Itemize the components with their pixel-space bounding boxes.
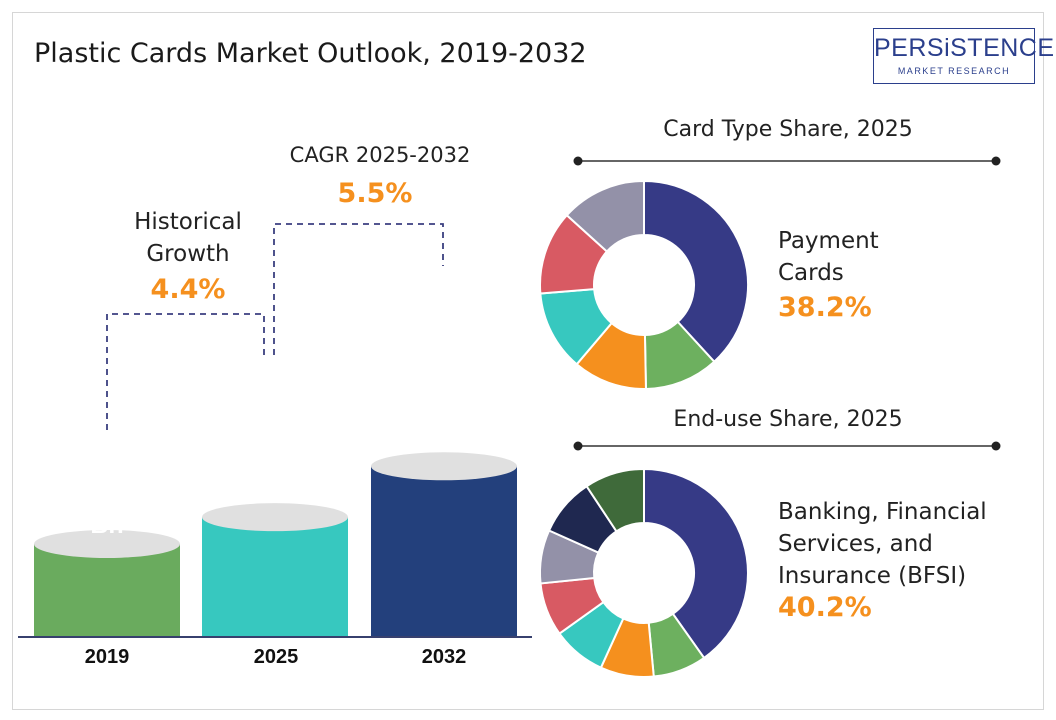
bfsi-line1: Banking, Financial (778, 499, 987, 525)
bar-value-2032-line2: Bn (427, 342, 461, 370)
card-type-title: Card Type Share, 2025 (663, 117, 913, 142)
donut1-slice-0 (643, 179, 749, 364)
card-type-donut (539, 179, 749, 391)
bar-value-2019-line2: Bn (90, 511, 124, 539)
donut2-slice-7 (585, 467, 645, 533)
cagr-label: CAGR 2025-2032 (289, 143, 471, 167)
payment-cards-label: Payment Cards (778, 225, 879, 289)
bfsi-line3: Insurance (BFSI) (778, 563, 967, 589)
logo-tagline: MARKET RESEARCH (897, 66, 1011, 76)
historical-growth-label: Historical Growth (108, 206, 268, 270)
bfsi-value: 40.2% (778, 592, 872, 623)
end-use-divider-dot-left (573, 441, 583, 451)
chart-title: Plastic Cards Market Outlook, 2019-2032 (34, 38, 587, 69)
historical-growth-connector (106, 313, 265, 430)
bar-value-2032-line1: US$ 23.8 (391, 310, 497, 338)
end-use-divider-dot-right (991, 441, 1001, 451)
payment-cards-line1: Payment (778, 228, 879, 254)
x-tick-2032: 2032 (421, 646, 467, 668)
chart-frame (12, 12, 1044, 710)
bar-value-2025-line1: US$ 16.4 (223, 401, 329, 429)
bar-2025 (202, 517, 348, 636)
payment-cards-value: 38.2% (778, 292, 872, 323)
x-tick-2019: 2019 (84, 646, 130, 668)
cagr-connector (273, 223, 444, 355)
card-type-divider-dot-left (573, 156, 583, 166)
end-use-title: End-use Share, 2025 (673, 407, 903, 432)
bar-2019 (34, 544, 180, 636)
bar-value-label-2032: US$ 23.8 Bn (371, 308, 517, 372)
bar-group (34, 452, 517, 636)
logo-wordmark: PERSiSTENCE (874, 34, 1055, 62)
card-type-divider-dot-right (991, 156, 1001, 166)
bar-value-label-2019: US$ 12.5 Bn (34, 477, 180, 541)
historical-label-line1: Historical (134, 209, 242, 235)
historical-growth-value: 4.4% (150, 274, 226, 305)
donut1-slice-5 (565, 179, 645, 253)
bar-top-2019 (34, 530, 180, 558)
cagr-value: 5.5% (337, 178, 413, 209)
bfsi-line2: Services, and (778, 531, 933, 557)
historical-label-line2: Growth (146, 241, 230, 267)
brand-logo: PERSiSTENCE MARKET RESEARCH (873, 28, 1055, 84)
x-tick-2025: 2025 (253, 646, 299, 668)
bfsi-label: Banking, Financial Services, and Insuran… (778, 496, 987, 592)
bar-value-2025-line2: Bn (259, 433, 293, 461)
bar-value-label-2025: US$ 16.4 Bn (203, 399, 349, 463)
bar-2032 (371, 466, 517, 636)
bar-top-2032 (371, 452, 517, 481)
bar-value-2019-line1: US$ 12.5 (54, 479, 160, 507)
bar-top-2025 (202, 503, 348, 532)
end-use-donut (539, 467, 749, 678)
donut2-slice-0 (643, 467, 749, 660)
payment-cards-line2: Cards (778, 260, 844, 286)
